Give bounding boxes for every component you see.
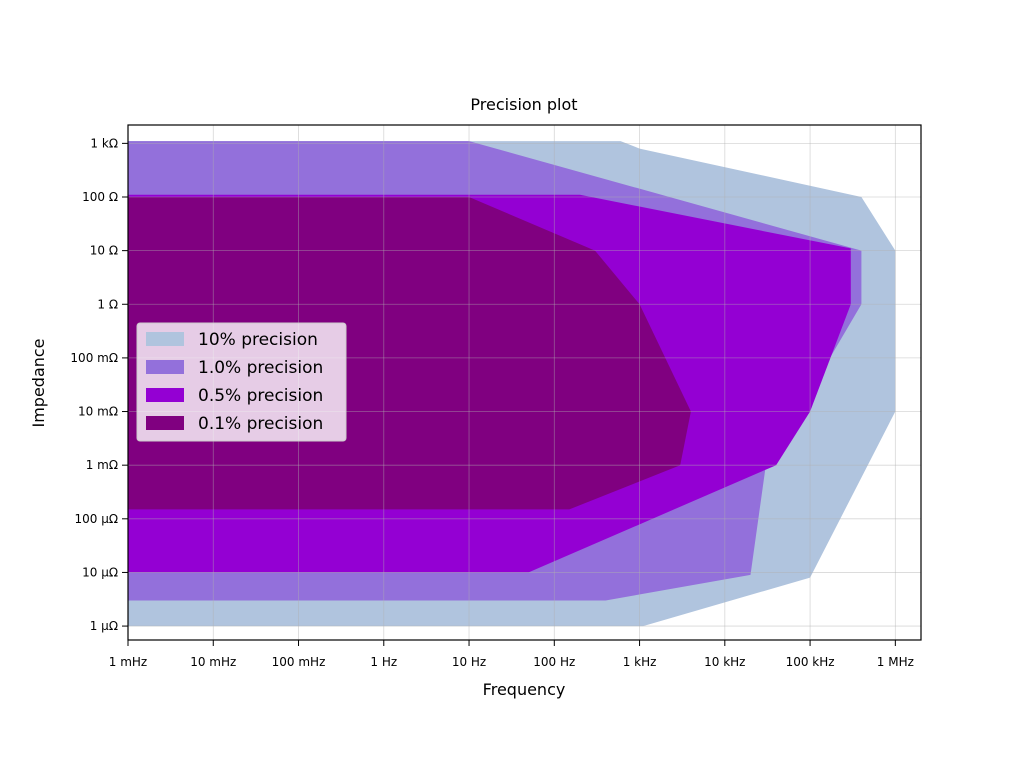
y-tick-label-8: 100 Ω xyxy=(82,190,118,204)
legend-label-3: 0.1% precision xyxy=(198,414,323,434)
legend-label-2: 0.5% precision xyxy=(198,386,323,406)
y-tick-label-5: 100 mΩ xyxy=(70,351,118,365)
chart-title: Precision plot xyxy=(470,95,577,114)
legend-swatch-1 xyxy=(146,360,184,374)
y-tick-label-1: 10 μΩ xyxy=(82,565,118,579)
plot-frame xyxy=(127,124,922,641)
y-tick-label-3: 1 mΩ xyxy=(86,458,118,472)
plot-area xyxy=(127,124,922,641)
x-tick-label-7: 10 kHz xyxy=(704,655,745,669)
x-tick-label-9: 1 MHz xyxy=(877,655,914,669)
legend-swatch-3 xyxy=(146,416,184,430)
legend-swatch-0 xyxy=(146,332,184,346)
x-tick-label-5: 100 Hz xyxy=(533,655,575,669)
legend-box xyxy=(136,322,347,442)
x-tick-label-4: 10 Hz xyxy=(452,655,486,669)
legend-label-1: 1.0% precision xyxy=(198,358,323,378)
x-tick-label-8: 100 kHz xyxy=(786,655,835,669)
x-tick-label-6: 1 kHz xyxy=(623,655,657,669)
y-tick-label-9: 1 kΩ xyxy=(90,136,118,150)
y-tick-label-2: 100 μΩ xyxy=(74,512,118,526)
x-axis-title: Frequency xyxy=(483,680,566,699)
y-tick-label-7: 10 Ω xyxy=(90,244,118,258)
x-axis: 1 mHz 10 mHz 100 mHz 1 Hz 10 Hz 100 Hz 1 kHz 10… xyxy=(109,640,914,669)
x-tick-label-2: 100 mHz xyxy=(272,655,326,669)
y-tick-label-4: 10 mΩ xyxy=(78,405,118,419)
y-axis-title: Impedance xyxy=(29,338,48,427)
y-tick-label-0: 1 μΩ xyxy=(90,619,118,633)
y-axis: 1 μΩ 10 μΩ 100 μΩ 1 mΩ 10 mΩ 100 mΩ 1 Ω 10 Ω 100… xyxy=(70,136,128,633)
y-tick-label-6: 1 Ω xyxy=(97,297,118,311)
series-layer xyxy=(128,141,896,627)
legend-swatch-2 xyxy=(146,388,184,402)
x-tick-label-3: 1 Hz xyxy=(370,655,397,669)
legend-label-0: 10% precision xyxy=(198,330,318,350)
legend: 10% precision 1.0% precision 0.5% precisio… xyxy=(136,322,347,442)
legend-items: 10% precision 1.0% precision 0.5% precisio… xyxy=(146,330,323,434)
x-tick-label-0: 1 mHz xyxy=(109,655,147,669)
x-tick-label-1: 10 mHz xyxy=(190,655,236,669)
